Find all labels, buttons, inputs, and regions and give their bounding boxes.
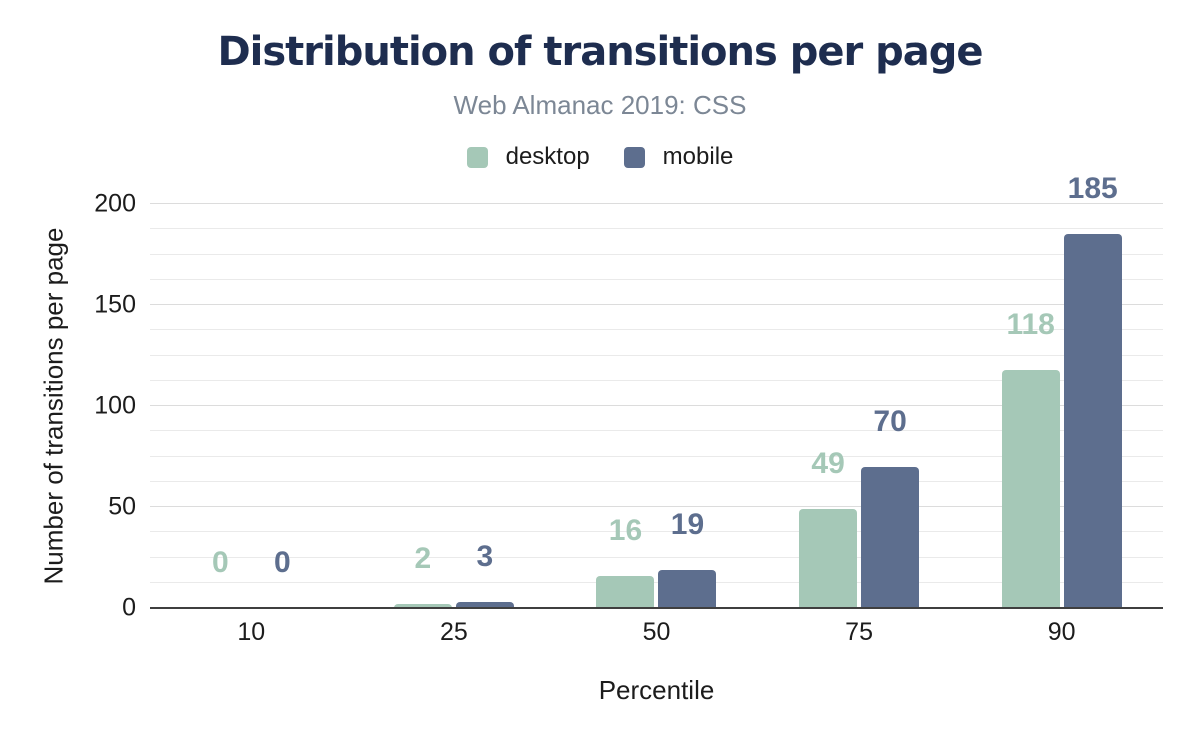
bar-group: 2 3 25 bbox=[353, 204, 556, 646]
x-tick-label: 50 bbox=[642, 618, 671, 646]
bar-group: 0 0 10 bbox=[150, 204, 353, 647]
bar-desktop: 118 bbox=[1001, 309, 1060, 608]
value-label: 16 bbox=[608, 513, 643, 547]
legend-swatch-desktop-icon bbox=[466, 146, 488, 168]
bar-group: 16 19 50 bbox=[555, 204, 758, 646]
legend-item-desktop: desktop bbox=[466, 143, 590, 171]
value-label: 49 bbox=[811, 447, 845, 481]
minor-gridline bbox=[150, 531, 1163, 533]
minor-gridline bbox=[150, 379, 1163, 381]
bar-mobile: 70 bbox=[861, 406, 920, 608]
x-tick-label: 25 bbox=[439, 618, 468, 646]
major-gridline bbox=[150, 203, 1163, 204]
x-tick-label: 10 bbox=[237, 618, 266, 646]
y-tick-label: 200 bbox=[94, 189, 136, 218]
minor-gridline bbox=[150, 228, 1163, 230]
value-label: 185 bbox=[1067, 172, 1118, 206]
value-label: 70 bbox=[873, 404, 907, 438]
bar-group: 49 70 75 bbox=[758, 204, 961, 646]
value-label: 19 bbox=[670, 507, 705, 541]
x-axis-line bbox=[150, 607, 1163, 609]
minor-gridline bbox=[150, 455, 1163, 457]
value-label: 2 bbox=[414, 541, 432, 575]
legend-label: mobile bbox=[662, 143, 734, 170]
bar-desktop: 49 bbox=[799, 449, 858, 608]
y-tick-label: 0 bbox=[122, 593, 136, 622]
bar-desktop: 16 bbox=[596, 515, 655, 608]
bar-desktop: 2 bbox=[393, 543, 452, 608]
chart-subtitle: Web Almanac 2019: CSS bbox=[453, 90, 747, 120]
chart-title: Distribution of transitions per page bbox=[217, 29, 983, 75]
x-tick-label: 90 bbox=[1047, 618, 1076, 646]
y-tick-label: 150 bbox=[94, 290, 136, 319]
legend-label: desktop bbox=[505, 143, 590, 170]
legend: desktop mobile bbox=[0, 143, 1200, 171]
y-tick-label: 100 bbox=[94, 391, 136, 420]
legend-swatch-mobile-icon bbox=[623, 146, 645, 168]
bar-mobile: 185 bbox=[1063, 174, 1122, 608]
value-label: 0 bbox=[211, 546, 229, 579]
legend-item-mobile: mobile bbox=[623, 143, 734, 171]
bar-group: 118 185 90 bbox=[960, 174, 1163, 646]
minor-gridline bbox=[150, 430, 1163, 432]
bar-groups: 0 0 10 2 3 25 16 19 50 49 70 75 118 185 90 bbox=[150, 174, 1163, 647]
minor-gridline bbox=[150, 581, 1163, 583]
gridlines bbox=[150, 203, 1163, 608]
value-label: 3 bbox=[476, 539, 494, 573]
plot-area: 0 50 100 150 200 0 0 10 2 3 25 16 19 50 49 70 75 118 185 9… bbox=[94, 174, 1163, 647]
y-axis-tick-labels: 0 50 100 150 200 bbox=[94, 191, 1163, 620]
minor-gridline bbox=[150, 480, 1163, 482]
major-gridline bbox=[150, 304, 1163, 305]
y-tick-label: 50 bbox=[108, 492, 136, 521]
value-label: 0 bbox=[273, 546, 291, 579]
bar-mobile: 3 bbox=[455, 541, 514, 608]
minor-gridline bbox=[150, 329, 1163, 331]
minor-gridline bbox=[150, 278, 1163, 280]
x-tick-label: 75 bbox=[845, 618, 873, 646]
minor-gridline bbox=[150, 556, 1163, 558]
x-axis-title: Percentile bbox=[598, 675, 715, 705]
minor-gridline bbox=[150, 253, 1163, 255]
major-gridline bbox=[150, 506, 1163, 507]
value-label: 118 bbox=[1006, 307, 1055, 341]
y-axis-title: Number of transitions per page bbox=[38, 227, 69, 585]
major-gridline bbox=[150, 405, 1163, 406]
bar-mobile: 19 bbox=[658, 509, 717, 608]
minor-gridline bbox=[150, 354, 1163, 356]
